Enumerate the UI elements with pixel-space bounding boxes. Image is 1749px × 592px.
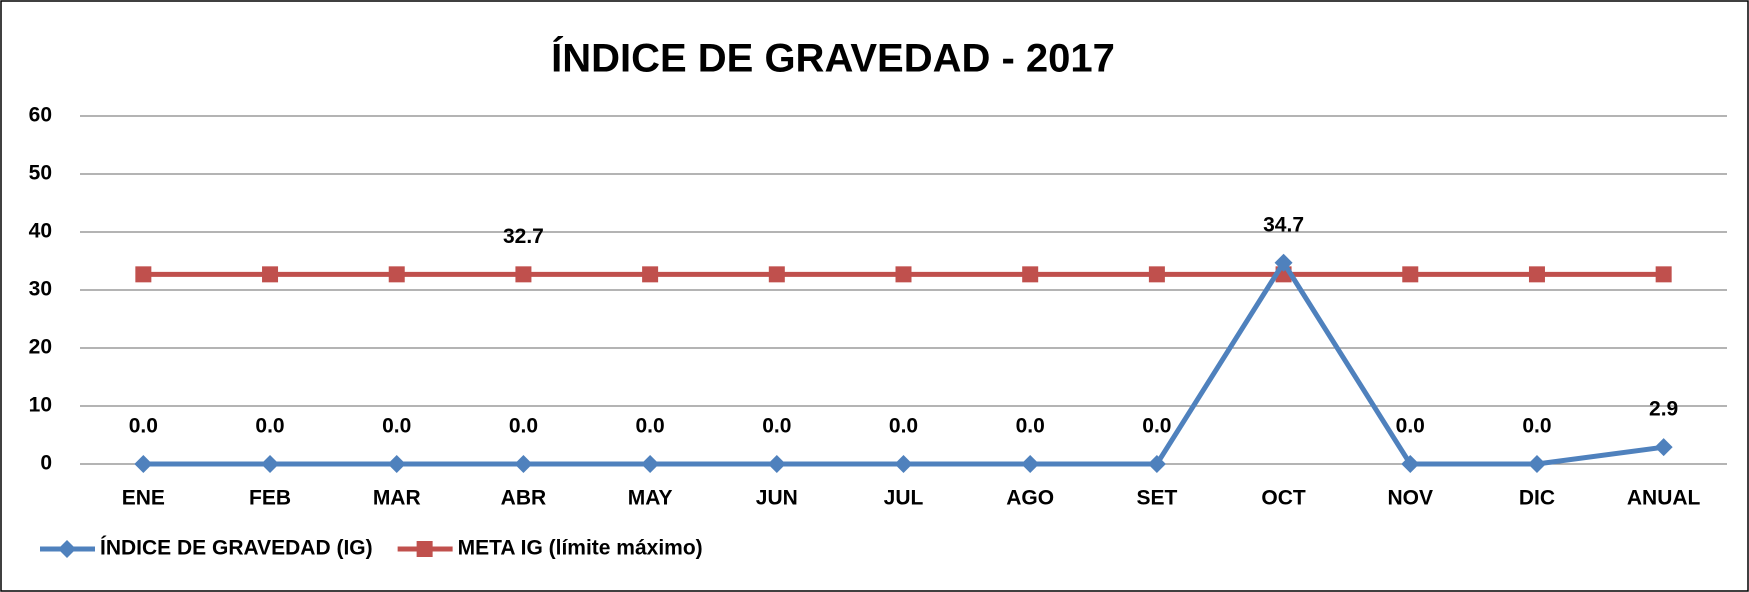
data-label: 0.0	[762, 415, 791, 438]
data-label: 0.0	[382, 415, 411, 438]
y-tick-label: 50	[29, 162, 52, 185]
x-tick-label: MAY	[628, 487, 673, 510]
x-tick-label: FEB	[249, 487, 291, 510]
data-label: 2.9	[1649, 398, 1678, 421]
data-point	[514, 455, 533, 473]
data-point	[767, 455, 786, 473]
data-label: 0.0	[1142, 415, 1171, 438]
data-label: 0.0	[1396, 415, 1425, 438]
data-label: 34.7	[1263, 213, 1304, 236]
data-label: 0.0	[509, 415, 538, 438]
y-tick-label: 30	[29, 278, 52, 301]
legend-label: ÍNDICE DE GRAVEDAD (IG)	[100, 537, 373, 560]
data-label: 0.0	[255, 415, 284, 438]
data-point	[641, 455, 660, 473]
data-label: 0.0	[1016, 415, 1045, 438]
x-tick-label: DIC	[1519, 487, 1555, 510]
data-point	[1274, 253, 1293, 272]
legend-marker	[58, 540, 76, 558]
data-point	[1147, 455, 1166, 473]
data-point	[895, 266, 912, 283]
y-tick-label: 40	[29, 220, 52, 243]
x-tick-label: NOV	[1388, 487, 1434, 510]
data-point	[262, 266, 279, 283]
y-tick-label: 10	[29, 394, 52, 417]
data-label: 0.0	[129, 415, 158, 438]
legend-label: META IG (límite máximo)	[458, 537, 703, 560]
legend-marker	[416, 541, 433, 557]
x-tick-label: ENE	[122, 487, 165, 510]
x-tick-label: AGO	[1006, 487, 1054, 510]
data-label: 0.0	[889, 415, 918, 438]
data-point	[768, 266, 785, 283]
data-point	[1401, 455, 1420, 473]
data-point	[1022, 266, 1039, 283]
x-tick-label: SET	[1136, 487, 1177, 510]
x-tick-label: OCT	[1261, 487, 1306, 510]
data-label: 0.0	[636, 415, 665, 438]
data-point	[1527, 455, 1546, 473]
data-point	[1148, 266, 1165, 283]
y-tick-label: 20	[29, 336, 52, 359]
data-label: 0.0	[1522, 415, 1551, 438]
data-point	[387, 455, 406, 473]
data-point	[642, 266, 659, 283]
data-point	[1654, 438, 1673, 457]
chart-title: ÍNDICE DE GRAVEDAD - 2017	[551, 36, 1115, 81]
data-point	[134, 455, 153, 473]
data-label: 32.7	[503, 225, 544, 248]
data-point	[894, 455, 913, 473]
data-point	[1528, 266, 1545, 283]
data-point	[261, 455, 280, 473]
x-tick-label: MAR	[373, 487, 421, 510]
data-point	[1402, 266, 1419, 283]
y-tick-label: 60	[29, 104, 52, 127]
x-tick-label: ANUAL	[1627, 487, 1701, 510]
x-tick-label: ABR	[501, 487, 547, 510]
x-tick-label: JUL	[884, 487, 924, 510]
y-tick-label: 0	[40, 452, 52, 475]
x-tick-label: JUN	[756, 487, 798, 510]
data-point	[388, 266, 405, 283]
data-point	[1021, 455, 1040, 473]
data-point	[1655, 266, 1672, 283]
data-point	[135, 266, 152, 283]
data-point	[515, 266, 532, 283]
